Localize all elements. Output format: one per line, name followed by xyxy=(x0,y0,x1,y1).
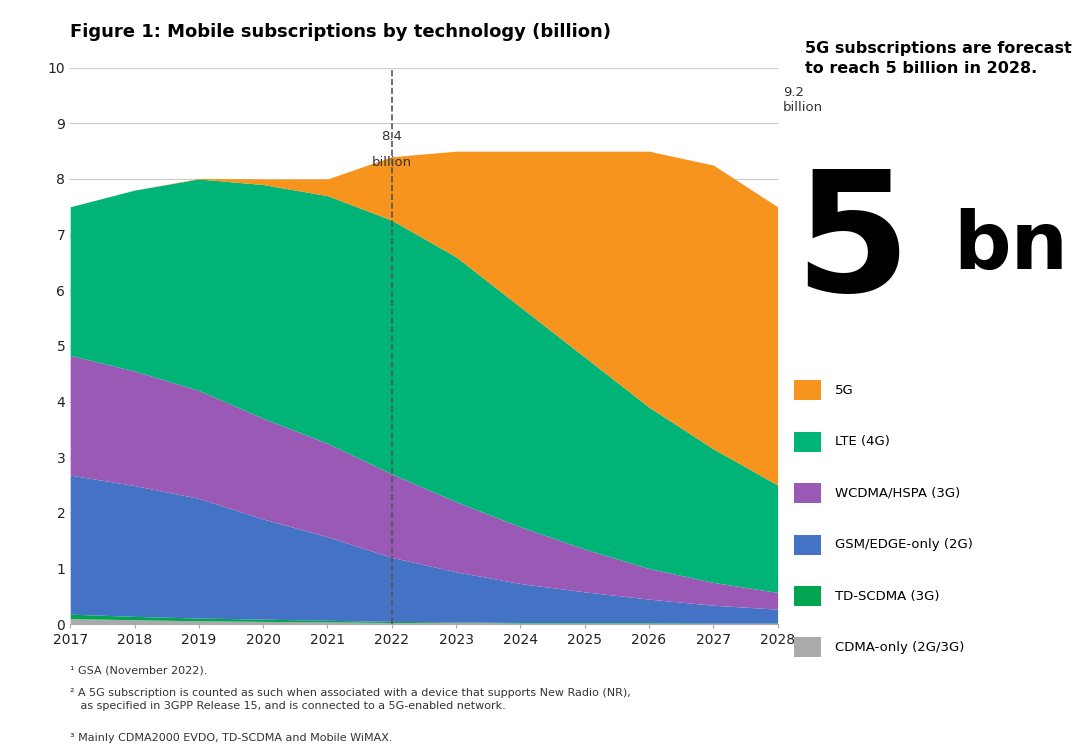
FancyBboxPatch shape xyxy=(794,535,821,555)
Text: TD-SCDMA (3G): TD-SCDMA (3G) xyxy=(835,590,940,602)
Text: 5G: 5G xyxy=(835,384,854,397)
Text: ² A 5G subscription is counted as such when associated with a device that suppor: ² A 5G subscription is counted as such w… xyxy=(70,688,631,711)
Text: 9.2: 9.2 xyxy=(783,86,804,99)
FancyBboxPatch shape xyxy=(794,381,821,400)
Text: 5G subscriptions are forecast
to reach 5 billion in 2028.: 5G subscriptions are forecast to reach 5… xyxy=(805,41,1071,76)
FancyBboxPatch shape xyxy=(794,484,821,503)
Text: LTE (4G): LTE (4G) xyxy=(835,435,890,448)
Text: WCDMA/HSPA (3G): WCDMA/HSPA (3G) xyxy=(835,487,960,499)
FancyBboxPatch shape xyxy=(794,638,821,657)
FancyBboxPatch shape xyxy=(794,586,821,606)
Text: billion: billion xyxy=(783,102,823,114)
Text: ¹ GSA (November 2022).: ¹ GSA (November 2022). xyxy=(70,666,207,675)
FancyBboxPatch shape xyxy=(794,432,821,452)
Text: Figure 1: Mobile subscriptions by technology (billion): Figure 1: Mobile subscriptions by techno… xyxy=(70,23,611,41)
Text: billion: billion xyxy=(372,156,411,168)
Text: 8.4: 8.4 xyxy=(381,130,402,143)
Text: ³ Mainly CDMA2000 EVDO, TD-SCDMA and Mobile WiMAX.: ³ Mainly CDMA2000 EVDO, TD-SCDMA and Mob… xyxy=(70,733,393,743)
Text: GSM/EDGE-only (2G): GSM/EDGE-only (2G) xyxy=(835,538,973,551)
Text: bn: bn xyxy=(954,208,1068,287)
Text: 5: 5 xyxy=(794,163,909,326)
Text: CDMA-only (2G/3G): CDMA-only (2G/3G) xyxy=(835,641,964,654)
